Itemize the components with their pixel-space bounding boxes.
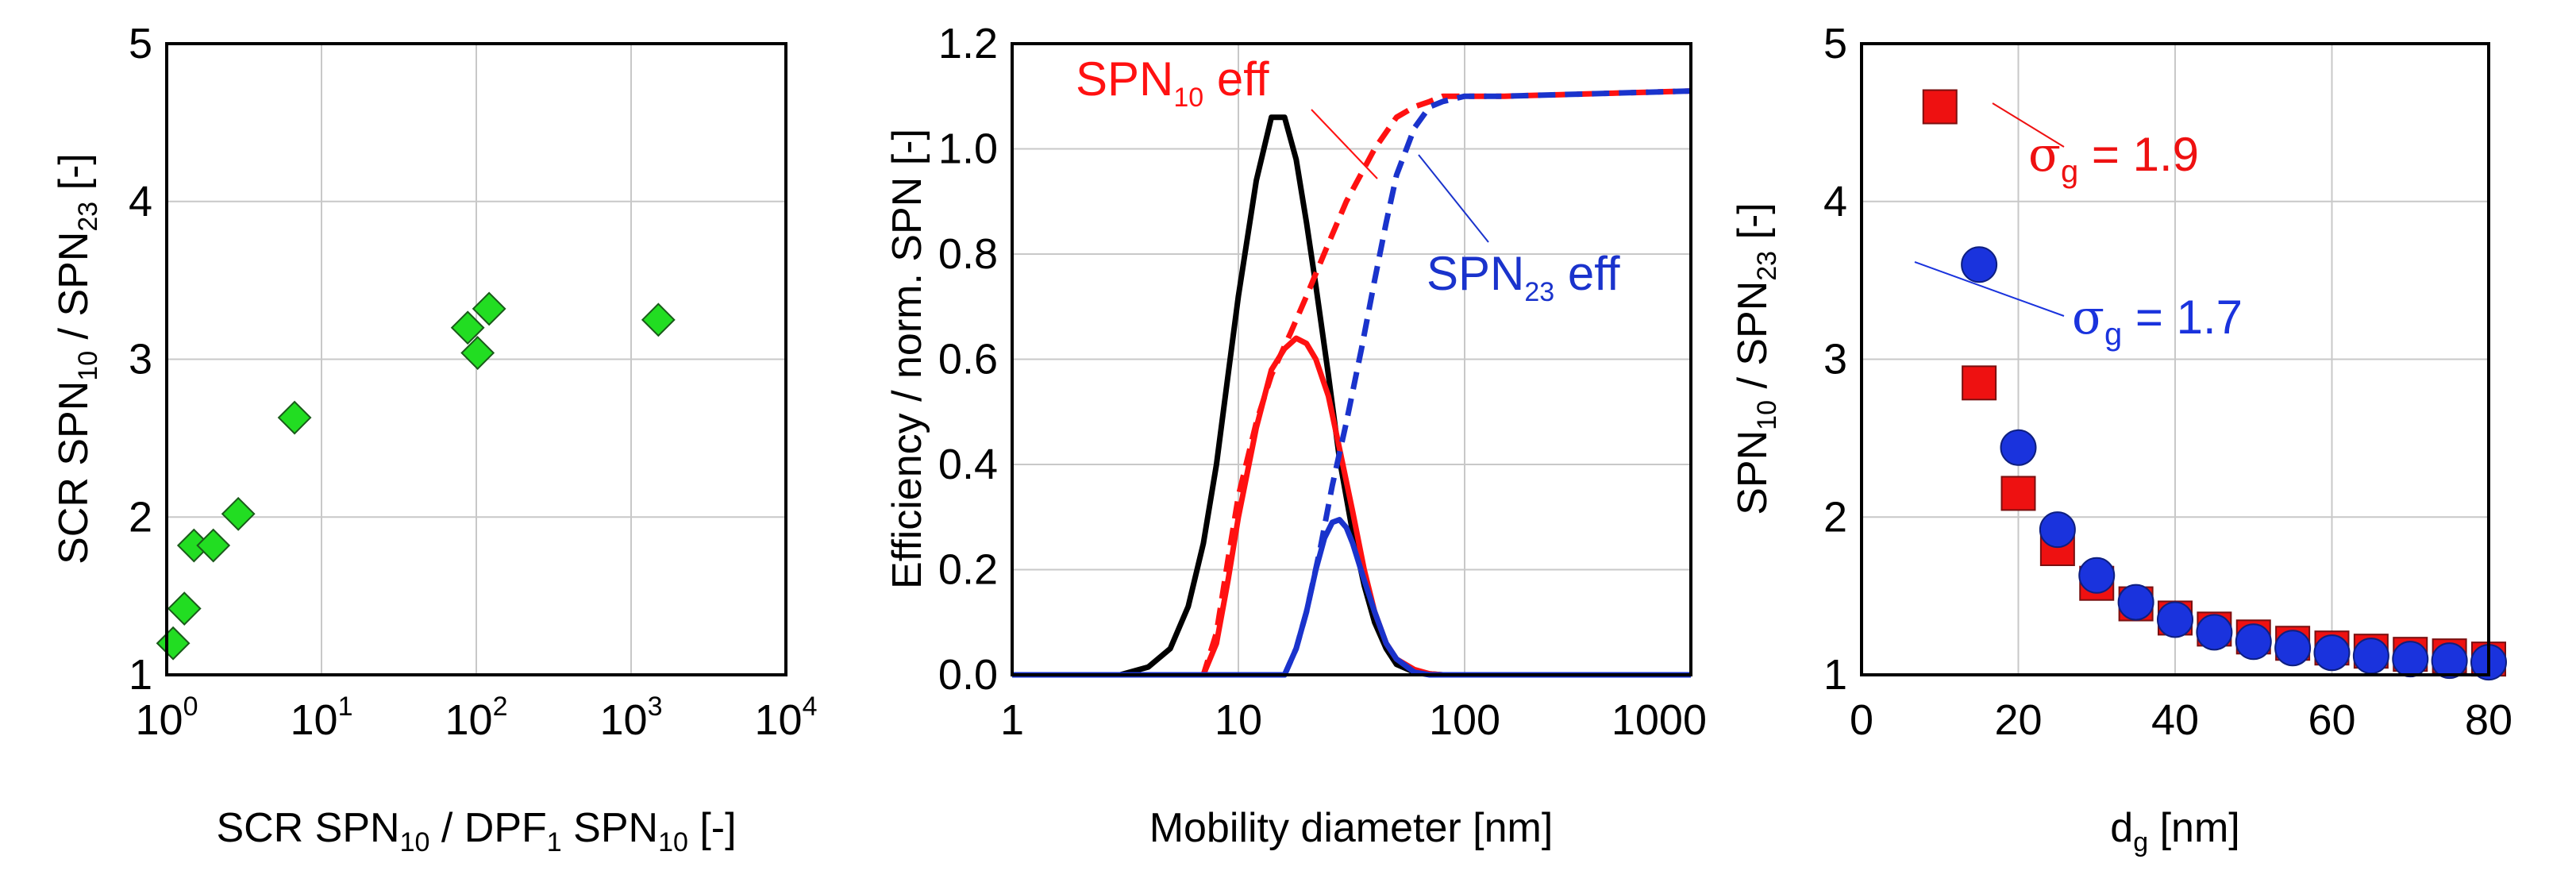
x-tick-label: 20 — [1994, 696, 2042, 744]
panel-scr-ratio: 1 2 3 4 5 100 101 102 103 104 SCR SPN10 / SPN23 … — [51, 20, 818, 857]
plot-frame — [1011, 42, 1692, 676]
data-point-diamond — [460, 336, 495, 370]
y-tick-label: 0.4 — [938, 441, 998, 488]
y-axis-label: SPN10 / SPN23 [-] — [1730, 202, 1782, 515]
sigma-1-9-label: σg = 1.9 — [2028, 127, 2199, 189]
x-axis-label: Mobility diameter [nm] — [1149, 805, 1554, 851]
x-tick-label: 101 — [291, 692, 353, 744]
y-tick-label: 1 — [129, 651, 152, 699]
x-tick-label: 1 — [1000, 696, 1024, 744]
y-axis-label: Efficiency / norm. SPN [-] — [884, 129, 930, 589]
data-point-square — [1962, 365, 1997, 401]
x-axis-label: dg [nm] — [2110, 805, 2239, 857]
data-point-circle — [2157, 601, 2193, 638]
data-point-square — [1922, 89, 1958, 125]
y-axis-label: SCR SPN10 / SPN23 [-] — [51, 153, 103, 564]
data-point-circle — [1961, 246, 1998, 283]
x-tick-label: 103 — [600, 692, 663, 744]
series-line-spn23-counted — [1012, 517, 1691, 678]
y-tick-label: 0.2 — [938, 546, 998, 594]
data-point-diamond — [277, 400, 312, 435]
data-point-diamond — [196, 528, 231, 563]
x-tick-label: 100 — [1429, 696, 1500, 744]
data-point-circle — [2352, 638, 2389, 675]
y-tick-label: 4 — [129, 178, 152, 225]
y-tick-label: 2 — [1823, 493, 1847, 541]
panel-efficiency: 0.0 0.2 0.4 0.6 0.8 1.0 1.2 1 10 100 1000 SPN10 e… — [884, 20, 1707, 851]
y-tick-label: 3 — [129, 336, 152, 383]
data-point-circle — [2235, 623, 2272, 661]
data-point-circle — [2313, 634, 2351, 672]
spn23-leader-line — [1418, 154, 1489, 243]
data-point-circle — [2196, 614, 2233, 651]
x-tick-label: 100 — [136, 692, 198, 744]
data-point-circle — [2117, 584, 2154, 621]
y-tick-label: 1 — [1823, 651, 1847, 699]
panel-dg-ratio: 1 2 3 4 5 0 20 40 60 80 σg = 1.9 σg = 1.7 SPN10 … — [1730, 20, 2512, 857]
y-tick-label: 2 — [129, 493, 152, 541]
data-point-circle — [2431, 642, 2468, 680]
data-point-circle — [2000, 429, 2037, 466]
x-tick-label: 80 — [2465, 696, 2512, 744]
y-tick-label: 3 — [1823, 336, 1847, 383]
series-line-spn10-efficiency — [1012, 88, 1692, 678]
data-point-diamond — [167, 591, 202, 626]
y-tick-label: 4 — [1823, 178, 1847, 225]
y-tick-label: 1.2 — [938, 20, 998, 67]
y-tick-label: 0.0 — [938, 651, 998, 699]
sigma19-leader-line — [1992, 102, 2065, 148]
data-point-circle — [2039, 511, 2076, 549]
x-tick-label: 60 — [2308, 696, 2355, 744]
series-line-size-distribution — [1012, 114, 1691, 678]
plot-frame — [1860, 42, 2490, 676]
spn10-eff-label: SPN10 eff — [1076, 52, 1269, 113]
x-tick-label: 104 — [755, 692, 818, 744]
data-point-diamond — [156, 626, 191, 661]
plot-frame — [165, 42, 787, 676]
data-point-circle — [2078, 557, 2116, 594]
x-tick-label: 1000 — [1611, 696, 1707, 744]
x-axis-label: SCR SPN10 / DPF1 SPN10 [-] — [216, 805, 736, 857]
sigma17-leader-line — [1914, 261, 2065, 317]
y-tick-label: 0.8 — [938, 230, 998, 278]
data-point-diamond — [641, 302, 676, 337]
y-tick-label: 5 — [1823, 20, 1847, 67]
y-tick-label: 5 — [129, 20, 152, 67]
data-point-diamond — [450, 310, 485, 345]
x-tick-label: 0 — [1850, 696, 1873, 744]
sigma-1-7-label: σg = 1.7 — [2072, 290, 2243, 352]
data-point-circle — [2274, 630, 2312, 667]
series-line-spn23-efficiency — [1012, 88, 1692, 678]
x-tick-label: 102 — [445, 692, 508, 744]
data-point-circle — [2392, 641, 2429, 678]
x-tick-label: 40 — [2151, 696, 2199, 744]
y-tick-label: 1.0 — [938, 125, 998, 173]
data-point-square — [2000, 476, 2036, 511]
spn10-leader-line — [1311, 109, 1378, 179]
data-point-diamond — [221, 496, 256, 531]
y-tick-label: 0.6 — [938, 336, 998, 383]
data-point-diamond — [472, 291, 506, 326]
x-tick-label: 10 — [1215, 696, 1262, 744]
spn23-eff-label: SPN23 eff — [1427, 247, 1620, 307]
